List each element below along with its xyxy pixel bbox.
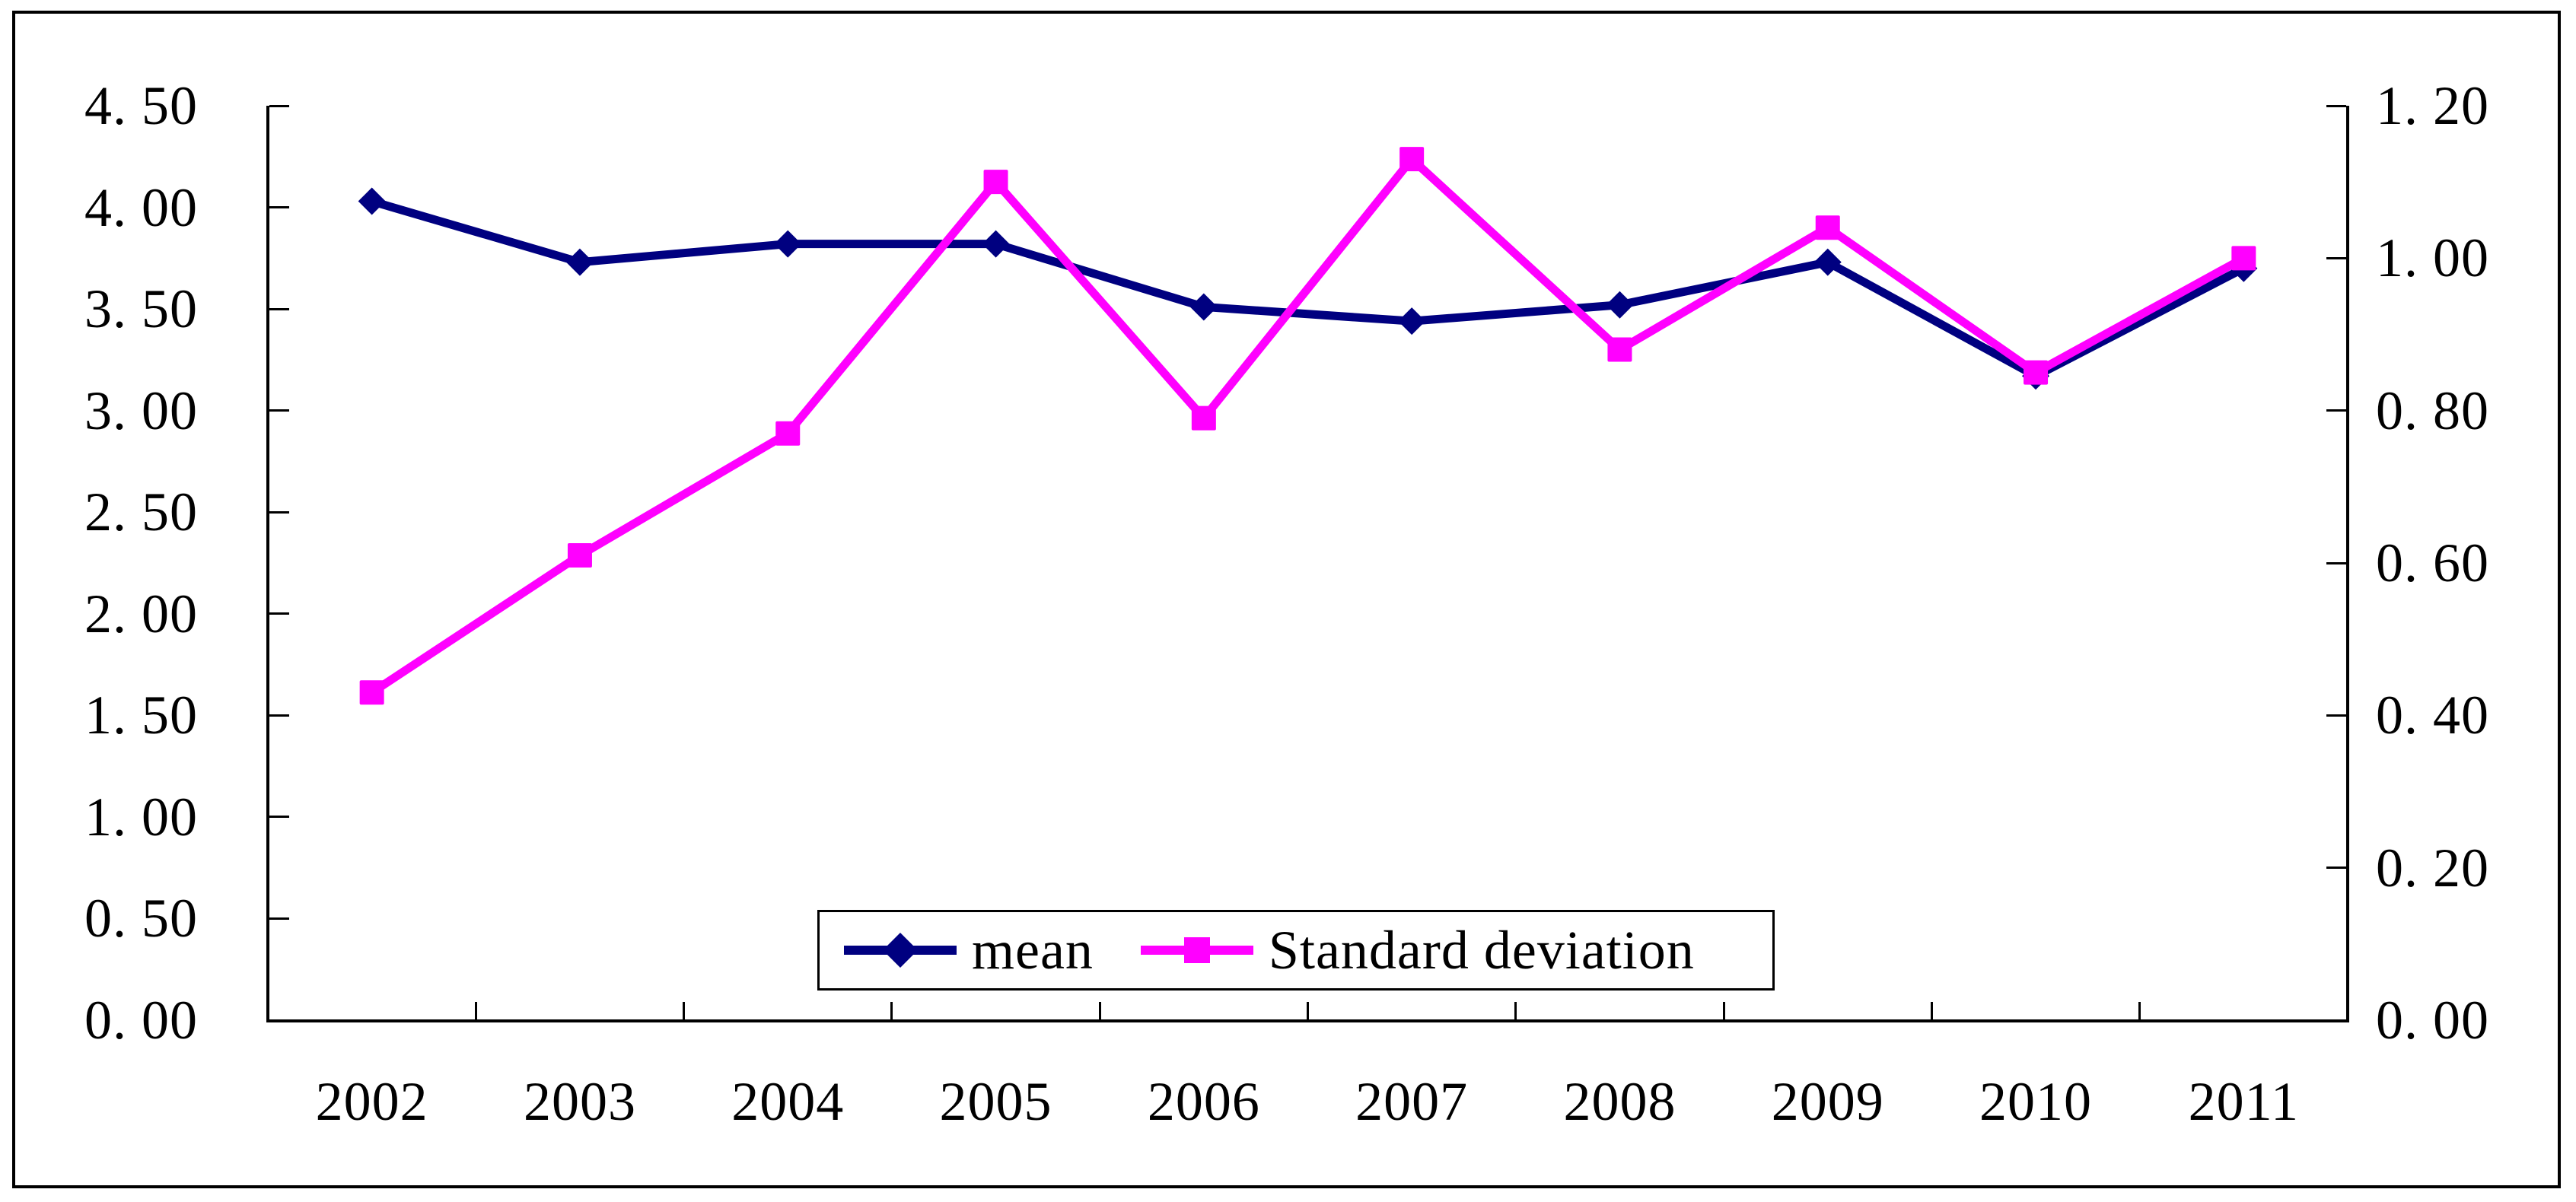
- y-axis-left-tick-label: 0. 50: [84, 888, 198, 949]
- y-axis-left-tick: [269, 612, 289, 615]
- y-axis-right-tick: [2326, 1019, 2346, 1022]
- y-axis-right-tick: [2326, 867, 2346, 870]
- x-axis-year-label: 2006: [1147, 1071, 1260, 1132]
- mean-series-line: [371, 197, 2246, 380]
- chart-outer-border: [12, 11, 2561, 1188]
- standard-deviation-data-marker: [567, 542, 592, 568]
- y-axis-left-tick-label: 1. 00: [84, 786, 198, 847]
- standard-deviation-data-marker: [1815, 215, 1840, 240]
- mean-data-marker: [982, 230, 1010, 258]
- x-axis-tick: [1722, 1002, 1725, 1019]
- y-axis-left-tick: [269, 1019, 289, 1022]
- x-axis-tick: [1098, 1002, 1101, 1019]
- standard-deviation-data-marker: [2024, 360, 2049, 385]
- y-axis-right-tick-label: 1. 20: [2376, 75, 2489, 136]
- standard-deviation-data-marker: [983, 170, 1008, 195]
- mean-data-marker: [1813, 248, 1842, 276]
- x-axis-tick: [1514, 1002, 1517, 1019]
- standard-deviation-data-marker: [1399, 147, 1425, 172]
- x-axis-tick: [890, 1002, 893, 1019]
- mean-data-marker: [1398, 307, 1426, 335]
- x-axis-year-label: 2008: [1563, 1071, 1676, 1132]
- y-axis-left-tick-label: 1. 50: [84, 685, 198, 746]
- x-axis-tick: [683, 1002, 686, 1019]
- x-axis-year-label: 2007: [1355, 1071, 1469, 1132]
- mean-data-marker: [774, 230, 802, 258]
- x-axis-year-label: 2005: [939, 1071, 1052, 1132]
- y-axis-left-tick: [269, 409, 289, 412]
- standard-deviation-data-marker: [1191, 405, 1216, 431]
- legend-label-mean: mean: [972, 920, 1094, 981]
- x-axis-tick: [474, 1002, 477, 1019]
- std-deviation-legend-marker-icon: [1140, 937, 1253, 963]
- mean-data-marker: [358, 187, 386, 215]
- x-axis-year-label: 2010: [1979, 1071, 2093, 1132]
- legend: mean Standard deviation: [817, 910, 1775, 991]
- standard-deviation-data-marker: [1607, 337, 1632, 362]
- y-axis-right-line: [2346, 106, 2349, 1022]
- mean-data-marker: [1189, 293, 1218, 321]
- y-axis-right-tick: [2326, 561, 2346, 564]
- x-axis-tick: [266, 1002, 269, 1019]
- x-axis-year-label: 2011: [2188, 1071, 2299, 1132]
- y-axis-left-tick-label: 0. 00: [84, 990, 198, 1051]
- x-axis-line: [266, 1019, 2349, 1022]
- y-axis-right-tick: [2326, 104, 2346, 107]
- y-axis-right-tick-label: 0. 40: [2376, 685, 2489, 746]
- standard-deviation-series-line: [369, 154, 2246, 696]
- y-axis-left-tick-label: 4. 00: [84, 176, 198, 238]
- standard-deviation-data-marker: [775, 421, 801, 446]
- legend-label-standard-deviation: Standard deviation: [1268, 920, 1695, 981]
- standard-deviation-data-marker: [2231, 246, 2256, 271]
- x-axis-year-label: 2002: [315, 1071, 428, 1132]
- x-axis-year-label: 2009: [1771, 1071, 1884, 1132]
- y-axis-left-tick-label: 4. 50: [84, 75, 198, 136]
- y-axis-right-tick: [2326, 714, 2346, 717]
- x-axis-year-label: 2003: [523, 1071, 636, 1132]
- y-axis-right-tick-label: 0. 00: [2376, 990, 2489, 1051]
- mean-data-marker: [1606, 291, 1634, 319]
- mean-data-marker: [565, 248, 594, 276]
- y-axis-right-tick: [2326, 409, 2346, 412]
- y-axis-left-tick-label: 2. 50: [84, 482, 198, 543]
- y-axis-left-tick: [269, 307, 289, 310]
- y-axis-left-tick-label: 3. 50: [84, 278, 198, 340]
- standard-deviation-data-marker: [359, 680, 384, 705]
- y-axis-left-tick: [269, 510, 289, 514]
- y-axis-right-tick-label: 0. 60: [2376, 533, 2489, 593]
- y-axis-right-tick-label: 1. 00: [2376, 227, 2489, 289]
- x-axis-tick: [2346, 1002, 2349, 1019]
- y-axis-left-tick: [269, 104, 289, 107]
- y-axis-left-tick: [269, 917, 289, 920]
- y-axis-right-tick-label: 0. 20: [2376, 837, 2489, 898]
- x-axis-tick: [1930, 1002, 1933, 1019]
- y-axis-right-tick: [2326, 256, 2346, 259]
- y-axis-left-tick: [269, 714, 289, 717]
- x-axis-tick: [1307, 1002, 1309, 1019]
- y-axis-right-tick-label: 0. 80: [2376, 380, 2489, 441]
- x-axis-tick: [2138, 1002, 2141, 1019]
- y-axis-left-tick: [269, 206, 289, 209]
- y-axis-left-tick-label: 2. 00: [84, 583, 198, 644]
- y-axis-left-tick-label: 3. 00: [84, 380, 198, 441]
- x-axis-year-label: 2004: [731, 1071, 845, 1132]
- mean-legend-marker-icon: [844, 933, 957, 968]
- y-axis-left-line: [266, 106, 269, 1022]
- y-axis-left-tick: [269, 816, 289, 819]
